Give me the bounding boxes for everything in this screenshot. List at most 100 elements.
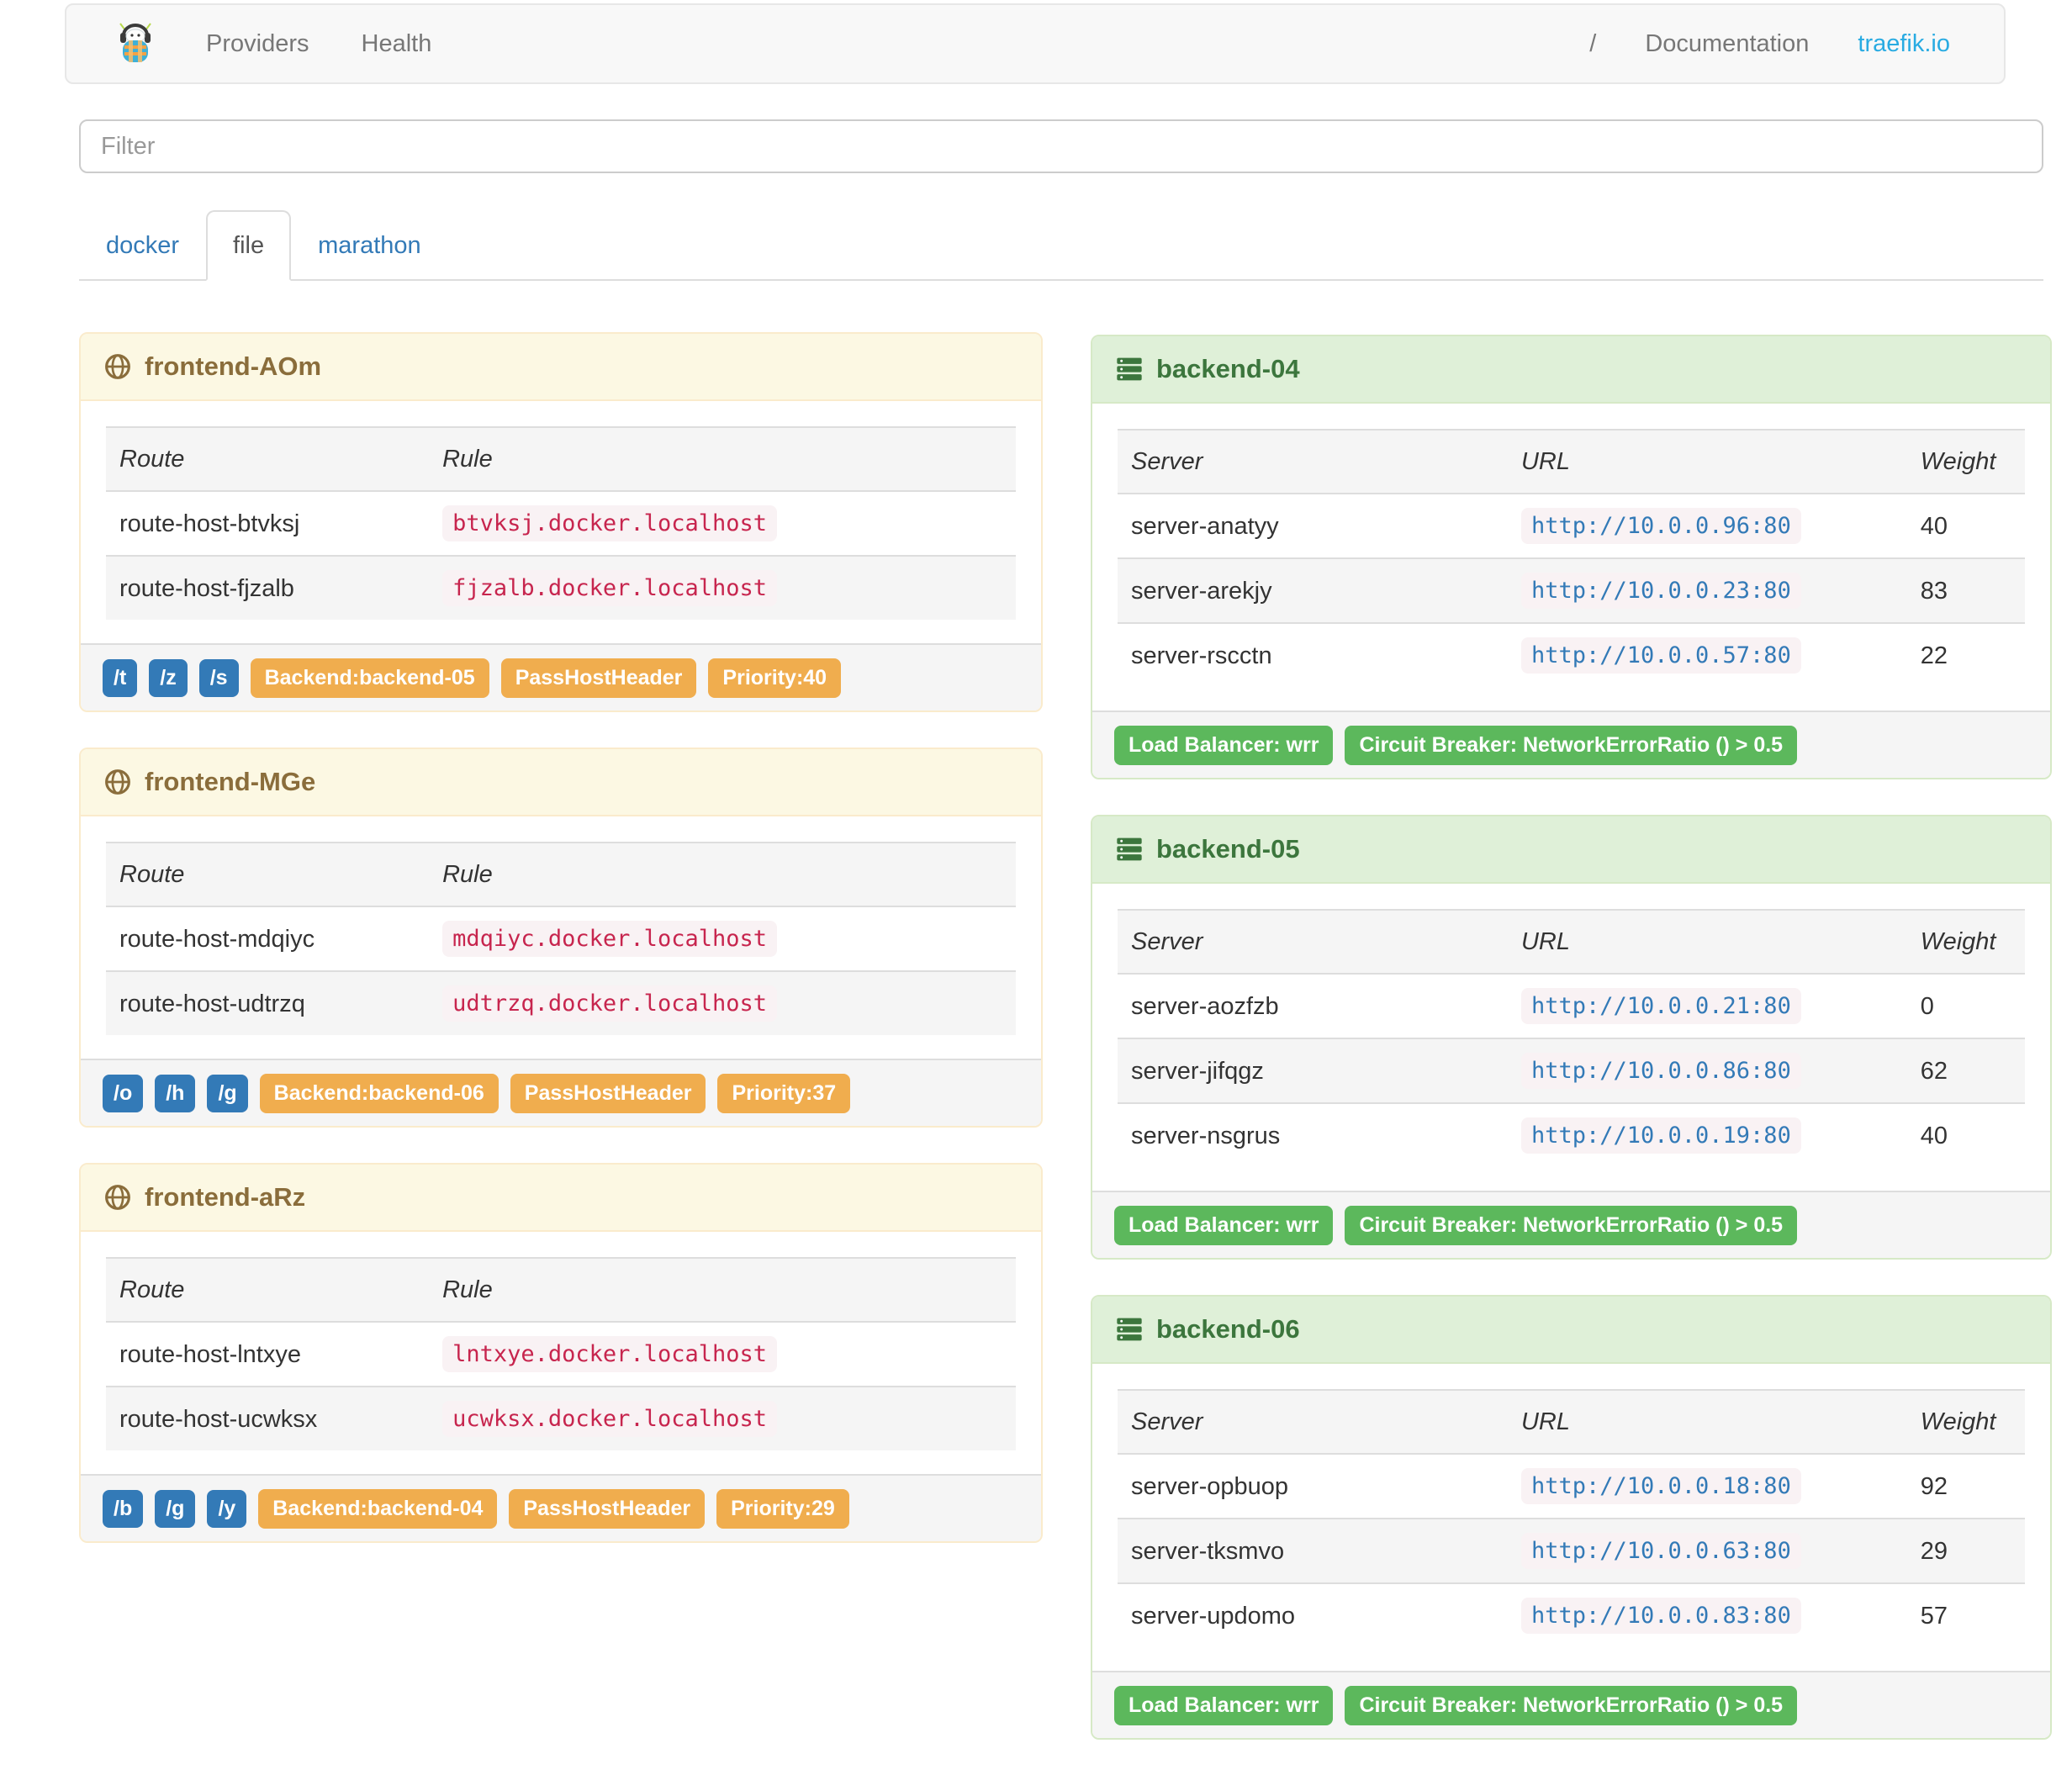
table-header-row: Route Rule: [106, 842, 1016, 906]
route-row: route-host-fjzalb fjzalb.docker.localhos…: [106, 555, 1016, 620]
frontend-panel-footer: /b /g /y Backend:backend-04 PassHostHead…: [81, 1474, 1041, 1541]
frontend-panel-body: Route Rule route-host-btvksj btvksj.dock…: [81, 401, 1041, 643]
frontend-panel: frontend-MGe Route Rule route-host-mdqiy…: [79, 748, 1043, 1128]
route-row: route-host-mdqiyc mdqiyc.docker.localhos…: [106, 906, 1016, 971]
load-balancer-badge: Load Balancer: wrr: [1114, 1205, 1334, 1245]
server-stack-icon: [1117, 357, 1142, 381]
server-url-link[interactable]: http://10.0.0.83:80: [1520, 1598, 1801, 1634]
passhostheader-badge: PassHostHeader: [500, 658, 697, 698]
server-name: server-anatyy: [1118, 493, 1508, 558]
route-name: route-host-mdqiyc: [106, 906, 430, 971]
frontend-panel-heading: frontend-aRz: [81, 1165, 1041, 1232]
server-url-link[interactable]: http://10.0.0.23:80: [1520, 573, 1801, 609]
server-row: server-jifqgz http://10.0.0.86:80 62: [1118, 1038, 2025, 1103]
path-badge: /g: [207, 1074, 248, 1112]
server-weight: 40: [1906, 493, 2025, 558]
server-url-link[interactable]: http://10.0.0.21:80: [1520, 988, 1801, 1024]
server-row: server-nsgrus http://10.0.0.19:80 40: [1118, 1102, 2025, 1167]
server-name: server-rscctn: [1118, 622, 1508, 687]
backend-panel: backend-04 Server URL Weight server-anat…: [1091, 335, 2052, 779]
routes-table: Route Rule route-host-btvksj btvksj.dock…: [106, 426, 1016, 620]
nav-link-traefik-io[interactable]: traefik.io: [1858, 29, 1950, 57]
filter-input[interactable]: [79, 119, 2043, 173]
column-header-rule: Rule: [429, 1257, 1016, 1322]
frontend-panel-heading: frontend-AOm: [81, 334, 1041, 401]
frontends-column: frontend-AOm Route Rule route-host-btvks…: [79, 332, 1043, 1578]
server-name: server-aozfzb: [1118, 973, 1508, 1038]
column-header-route: Route: [106, 1257, 430, 1322]
path-badge: /h: [155, 1074, 196, 1112]
column-header-url: URL: [1507, 909, 1907, 974]
server-weight: 92: [1906, 1453, 2025, 1519]
server-row: server-opbuop http://10.0.0.18:80 92: [1118, 1453, 2025, 1519]
server-url-link[interactable]: http://10.0.0.96:80: [1520, 508, 1801, 544]
circuit-breaker-badge: Circuit Breaker: NetworkErrorRatio () > …: [1345, 725, 1798, 765]
route-name: route-host-fjzalb: [106, 555, 430, 620]
path-badge: /g: [155, 1489, 196, 1528]
table-header-row: Route Rule: [106, 426, 1016, 491]
navbar-left-group: Providers Health: [66, 22, 431, 66]
column-header-url: URL: [1507, 1389, 1907, 1454]
path-badge: /z: [149, 658, 188, 697]
server-weight: 29: [1906, 1518, 2025, 1583]
nav-separator-slash: /: [1589, 29, 1597, 57]
backend-badge: Backend:backend-04: [258, 1488, 498, 1529]
server-weight: 57: [1906, 1582, 2025, 1647]
navbar: Providers Health / Documentation traefik…: [65, 3, 2006, 84]
tab-docker[interactable]: docker: [106, 231, 180, 259]
nav-link-health[interactable]: Health: [361, 29, 432, 57]
route-row: route-host-btvksj btvksj.docker.localhos…: [106, 490, 1016, 556]
routes-table: Route Rule route-host-lntxye lntxye.dock…: [106, 1257, 1016, 1450]
server-url-link[interactable]: http://10.0.0.86:80: [1520, 1053, 1801, 1089]
tab-file[interactable]: file: [206, 210, 292, 281]
passhostheader-badge: PassHostHeader: [510, 1073, 706, 1113]
provider-tabs: docker file marathon: [79, 210, 2043, 281]
table-header-row: Route Rule: [106, 1257, 1016, 1322]
backend-panel-title: backend-05: [1156, 834, 1300, 864]
column-header-rule: Rule: [429, 842, 1016, 906]
server-row: server-arekjy http://10.0.0.23:80 83: [1118, 557, 2025, 623]
route-rule-code: btvksj.docker.localhost: [442, 505, 777, 541]
server-weight: 62: [1906, 1038, 2025, 1103]
server-url-link[interactable]: http://10.0.0.18:80: [1520, 1468, 1801, 1504]
table-header-row: Server URL Weight: [1118, 1389, 2025, 1454]
route-name: route-host-lntxye: [106, 1321, 430, 1387]
route-rule-code: mdqiyc.docker.localhost: [442, 921, 777, 957]
server-name: server-updomo: [1118, 1582, 1508, 1647]
server-row: server-tksmvo http://10.0.0.63:80 29: [1118, 1518, 2025, 1583]
column-header-route: Route: [106, 426, 430, 491]
server-weight: 0: [1906, 973, 2025, 1038]
tab-marathon[interactable]: marathon: [318, 231, 421, 259]
column-header-weight: Weight: [1906, 909, 2025, 974]
server-url-link[interactable]: http://10.0.0.63:80: [1520, 1533, 1801, 1569]
backend-panel-footer: Load Balancer: wrr Circuit Breaker: Netw…: [1092, 1671, 2050, 1738]
circuit-breaker-badge: Circuit Breaker: NetworkErrorRatio () > …: [1345, 1205, 1798, 1245]
load-balancer-badge: Load Balancer: wrr: [1114, 1685, 1334, 1725]
column-header-weight: Weight: [1906, 429, 2025, 494]
frontend-panel-body: Route Rule route-host-lntxye lntxye.dock…: [81, 1232, 1041, 1474]
backend-panel-title: backend-06: [1156, 1314, 1300, 1344]
server-stack-icon: [1117, 1318, 1142, 1341]
circuit-breaker-badge: Circuit Breaker: NetworkErrorRatio () > …: [1345, 1685, 1798, 1725]
nav-link-documentation[interactable]: Documentation: [1645, 29, 1810, 57]
backend-panel-body: Server URL Weight server-opbuop http://1…: [1092, 1364, 2050, 1671]
server-name: server-nsgrus: [1118, 1102, 1508, 1167]
passhostheader-badge: PassHostHeader: [509, 1488, 706, 1529]
path-badge: /s: [198, 658, 239, 697]
server-url-link[interactable]: http://10.0.0.57:80: [1520, 637, 1801, 674]
globe-icon: [105, 769, 130, 795]
server-url-link[interactable]: http://10.0.0.19:80: [1520, 1117, 1801, 1154]
server-name: server-opbuop: [1118, 1453, 1508, 1519]
backend-panel-title: backend-04: [1156, 354, 1300, 383]
frontend-panel-title: frontend-aRz: [145, 1182, 306, 1212]
routes-table: Route Rule route-host-mdqiyc mdqiyc.dock…: [106, 842, 1016, 1035]
nav-link-providers[interactable]: Providers: [206, 29, 309, 57]
globe-icon: [105, 354, 130, 379]
route-name: route-host-ucwksx: [106, 1386, 430, 1450]
route-row: route-host-udtrzq udtrzq.docker.localhos…: [106, 970, 1016, 1035]
server-row: server-anatyy http://10.0.0.96:80 40: [1118, 493, 2025, 558]
path-badge: /b: [103, 1489, 144, 1528]
frontend-panel-footer: /t /z /s Backend:backend-05 PassHostHead…: [81, 643, 1041, 711]
backend-panel-body: Server URL Weight server-aozfzb http://1…: [1092, 884, 2050, 1191]
server-name: server-jifqgz: [1118, 1038, 1508, 1103]
